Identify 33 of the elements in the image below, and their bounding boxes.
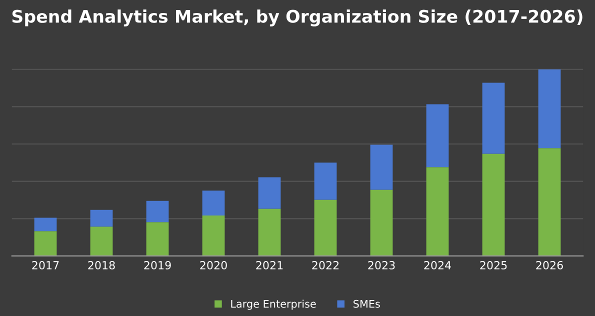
x-tick-label: 2019	[144, 261, 171, 270]
bar	[146, 222, 169, 256]
bar	[314, 200, 337, 256]
bar	[202, 190, 225, 216]
bar	[426, 104, 449, 168]
bar	[90, 226, 113, 256]
bar	[370, 190, 393, 256]
bar	[34, 231, 57, 256]
x-tick-label: 2018	[88, 261, 115, 270]
bar	[482, 154, 505, 256]
bar	[538, 69, 561, 148]
chart-title: Spend Analytics Market, by Organization Size (2017-2026)	[12, 9, 582, 26]
legend-label: Large Enterprise	[231, 300, 316, 310]
bar	[202, 215, 225, 256]
bar	[258, 208, 281, 256]
x-tick-label: 2024	[424, 261, 452, 270]
x-tick-label: 2020	[200, 261, 227, 270]
x-tick-label: 2022	[312, 261, 339, 270]
bar	[538, 148, 561, 256]
x-tick-label: 2017	[32, 261, 59, 270]
x-tick-label: 2026	[536, 261, 563, 270]
bar	[314, 162, 337, 200]
bar	[426, 167, 449, 256]
bar	[258, 177, 281, 209]
bar	[370, 144, 393, 190]
x-tick-label: 2021	[256, 261, 283, 270]
legend-label: SMEs	[354, 300, 380, 308]
bar	[146, 200, 169, 222]
x-tick-label: 2023	[368, 261, 395, 270]
bar	[482, 82, 505, 154]
x-tick-label: 2025	[480, 261, 507, 270]
bar	[90, 210, 113, 227]
bar	[34, 218, 57, 232]
